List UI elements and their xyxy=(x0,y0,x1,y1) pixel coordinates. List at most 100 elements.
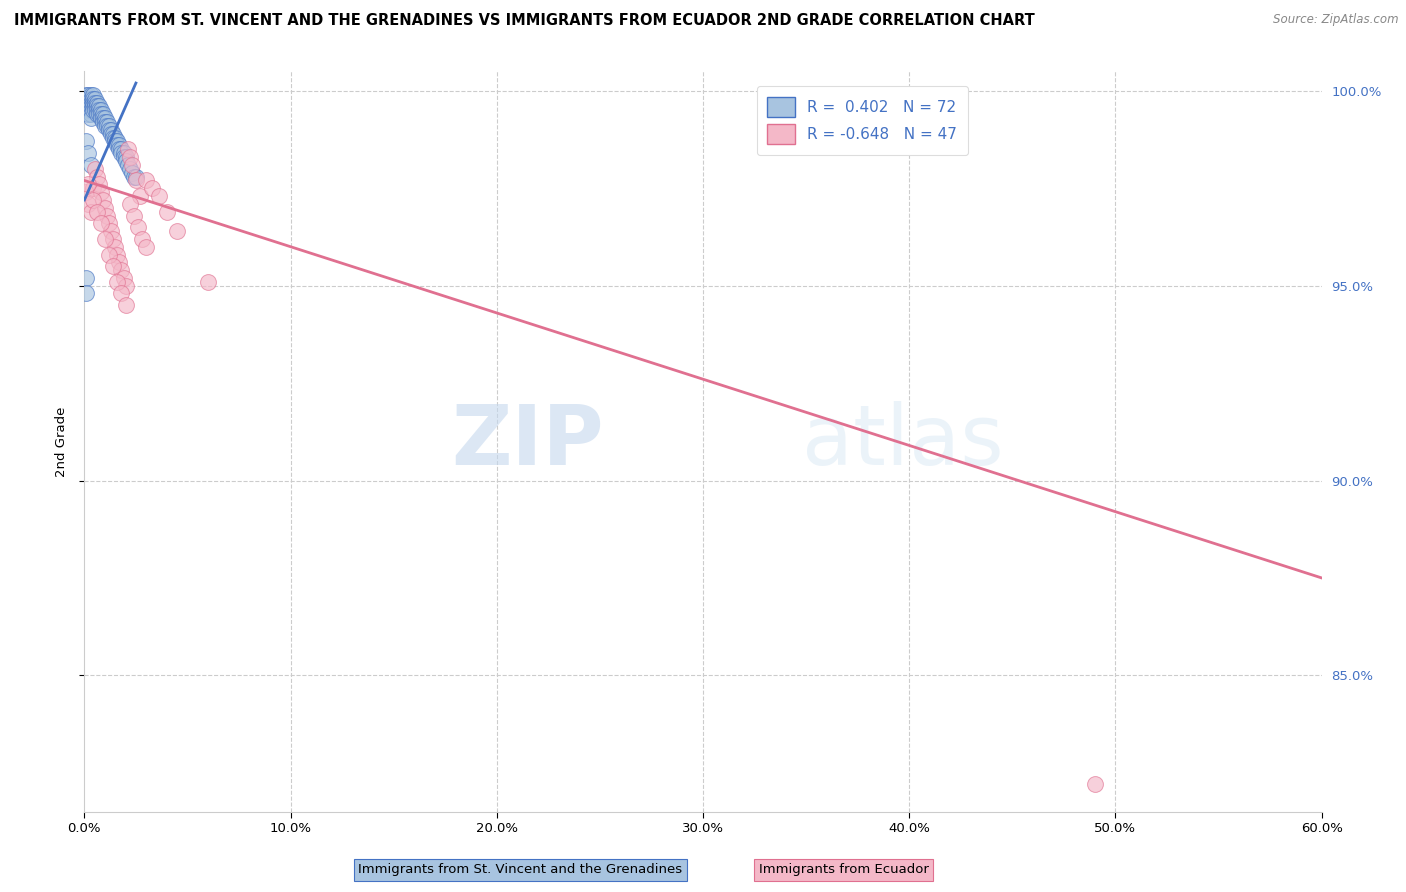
Point xyxy=(103,127,125,141)
Point xyxy=(90,185,112,199)
Point xyxy=(83,103,105,118)
Point xyxy=(91,115,114,129)
Point xyxy=(117,158,139,172)
Point xyxy=(77,99,100,113)
Point xyxy=(86,99,108,113)
Point xyxy=(96,115,118,129)
Legend: R =  0.402   N = 72, R = -0.648   N = 47: R = 0.402 N = 72, R = -0.648 N = 47 xyxy=(756,87,967,154)
Point xyxy=(79,107,101,121)
Point xyxy=(79,103,101,118)
Point xyxy=(197,275,219,289)
Point xyxy=(90,111,112,125)
Point xyxy=(83,99,105,113)
Text: Source: ZipAtlas.com: Source: ZipAtlas.com xyxy=(1274,13,1399,27)
Point xyxy=(87,178,110,192)
Point xyxy=(148,189,170,203)
Point xyxy=(82,95,104,110)
Point xyxy=(118,150,141,164)
Point xyxy=(82,193,104,207)
Point xyxy=(77,197,100,211)
Point xyxy=(114,298,136,312)
Point xyxy=(100,123,122,137)
Point xyxy=(100,224,122,238)
Point xyxy=(91,111,114,125)
Point xyxy=(112,146,135,161)
Point xyxy=(77,107,100,121)
Point xyxy=(82,92,104,106)
Point xyxy=(77,146,100,161)
Point xyxy=(104,130,127,145)
Point xyxy=(118,197,141,211)
Point xyxy=(110,146,132,161)
Point xyxy=(125,169,148,184)
Point xyxy=(105,138,128,153)
Point xyxy=(75,87,97,102)
Point xyxy=(75,99,97,113)
Point xyxy=(94,232,117,246)
Point xyxy=(83,161,105,176)
Point xyxy=(75,271,97,285)
Point xyxy=(94,111,117,125)
Point xyxy=(75,95,97,110)
Point xyxy=(105,247,128,261)
Text: Immigrants from Ecuador: Immigrants from Ecuador xyxy=(759,863,928,876)
Point xyxy=(79,87,101,102)
Point xyxy=(75,92,97,106)
Point xyxy=(105,135,128,149)
Point xyxy=(108,138,131,153)
Text: Immigrants from St. Vincent and the Grenadines: Immigrants from St. Vincent and the Gren… xyxy=(359,863,682,876)
Point xyxy=(166,224,188,238)
Point xyxy=(90,103,112,118)
Point xyxy=(90,107,112,121)
Point xyxy=(117,142,139,156)
Point xyxy=(82,103,104,118)
Text: atlas: atlas xyxy=(801,401,1004,482)
Point xyxy=(1084,777,1107,791)
Point xyxy=(103,130,125,145)
Point xyxy=(96,209,118,223)
Point xyxy=(103,232,125,246)
Point xyxy=(114,150,136,164)
Point xyxy=(79,92,101,106)
Text: IMMIGRANTS FROM ST. VINCENT AND THE GRENADINES VS IMMIGRANTS FROM ECUADOR 2ND GR: IMMIGRANTS FROM ST. VINCENT AND THE GREN… xyxy=(14,13,1035,29)
Point xyxy=(121,166,143,180)
Text: ZIP: ZIP xyxy=(451,401,605,482)
Point xyxy=(79,158,101,172)
Point xyxy=(135,173,157,187)
Point xyxy=(77,95,100,110)
Point xyxy=(114,278,136,293)
Point xyxy=(110,286,132,301)
Point xyxy=(96,119,118,133)
Point xyxy=(104,240,127,254)
Point xyxy=(86,204,108,219)
Point xyxy=(127,220,149,235)
Point xyxy=(94,115,117,129)
Point xyxy=(86,107,108,121)
Point xyxy=(104,135,127,149)
Point xyxy=(94,119,117,133)
Point xyxy=(87,103,110,118)
Point xyxy=(110,142,132,156)
Point xyxy=(79,111,101,125)
Point xyxy=(105,275,128,289)
Point xyxy=(79,99,101,113)
Point xyxy=(98,119,121,133)
Point xyxy=(86,103,108,118)
Point xyxy=(141,181,163,195)
Point xyxy=(75,135,97,149)
Point xyxy=(100,127,122,141)
Y-axis label: 2nd Grade: 2nd Grade xyxy=(55,407,67,476)
Point xyxy=(156,204,179,219)
Point xyxy=(108,142,131,156)
Point xyxy=(98,216,121,230)
Point xyxy=(77,103,100,118)
Point xyxy=(103,259,125,273)
Point xyxy=(131,232,153,246)
Point xyxy=(112,150,135,164)
Point xyxy=(75,185,97,199)
Point xyxy=(125,173,148,187)
Point xyxy=(135,240,157,254)
Point xyxy=(114,153,136,168)
Point xyxy=(122,209,145,223)
Point xyxy=(83,95,105,110)
